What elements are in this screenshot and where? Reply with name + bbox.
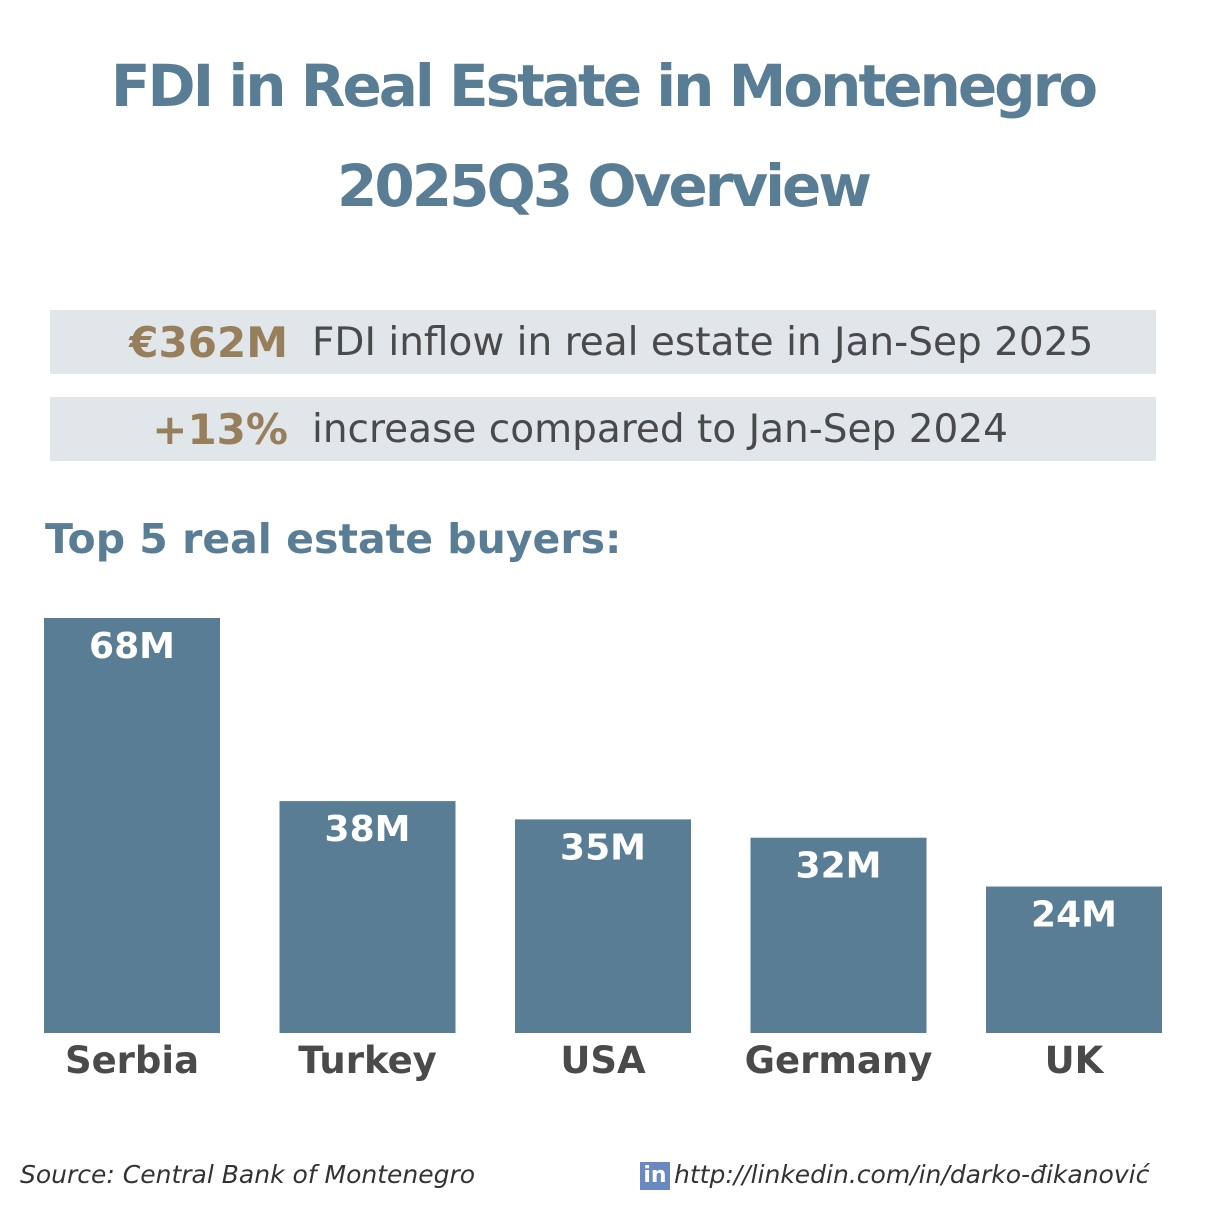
linkedin-link[interactable]: in http://linkedin.com/in/darko-đikanović <box>640 1160 1149 1190</box>
title-line-1: FDI in Real Estate in Montenegro <box>110 52 1098 120</box>
category-label: Turkey <box>298 1039 437 1082</box>
linkedin-url[interactable]: http://linkedin.com/in/darko-đikanović <box>674 1160 1150 1189</box>
category-label: Serbia <box>65 1039 199 1082</box>
category-label: USA <box>560 1039 646 1082</box>
data-label: 32M <box>796 846 882 887</box>
stat-increase-text: increase compared to Jan-Sep 2024 <box>312 406 1008 452</box>
category-label: UK <box>1045 1039 1105 1082</box>
data-label: 68M <box>89 626 175 667</box>
bar-serbia <box>44 618 220 1033</box>
data-label: 35M <box>560 827 646 868</box>
source-note: Source: Central Bank of Montenegro <box>20 1160 476 1189</box>
bar-usa <box>515 819 691 1033</box>
chart-title: Top 5 real estate buyers: <box>45 515 622 563</box>
linkedin-icon: in <box>640 1162 670 1190</box>
stat-inflow-text: FDI inflow in real estate in Jan-Sep 202… <box>312 319 1094 365</box>
stat-increase-value: +13% <box>152 404 288 454</box>
data-label: 38M <box>325 809 411 850</box>
stat-increase: +13% increase compared to Jan-Sep 2024 <box>50 397 1156 461</box>
stat-inflow-value: €362M <box>129 317 288 367</box>
bar-uk <box>986 886 1162 1033</box>
title-line-2: 2025Q3 Overview <box>337 152 872 220</box>
bar-turkey <box>279 801 456 1033</box>
stat-inflow: €362M FDI inflow in real estate in Jan-S… <box>50 310 1156 374</box>
data-label: 24M <box>1031 895 1117 936</box>
category-label: Germany <box>745 1039 933 1082</box>
bar-germany <box>750 837 927 1033</box>
